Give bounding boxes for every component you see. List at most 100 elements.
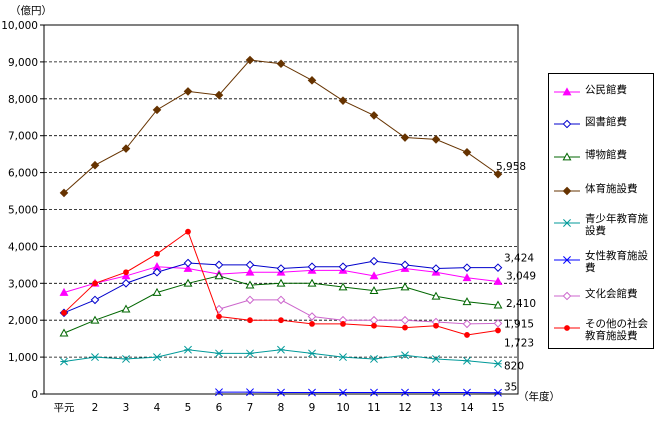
data-point <box>401 388 409 397</box>
end-value-label: 5,958 <box>496 161 526 173</box>
legend-item-taiiku: 体育施設費 <box>553 181 653 205</box>
legend-swatch-kominkan <box>554 87 580 96</box>
data-point <box>214 260 224 270</box>
legend-label: 公民館費 <box>585 84 627 96</box>
data-point <box>495 327 501 334</box>
data-point <box>246 388 254 397</box>
data-point <box>214 90 224 100</box>
y-tick-label: 0 <box>31 389 38 401</box>
data-point <box>369 256 379 266</box>
legend-marker <box>564 325 570 331</box>
legend: 公民館費 図書館費 博物館費 体育施設費 青少年教育施設費 女性教育施設費 文化… <box>548 73 654 349</box>
x-tick-label: 15 <box>491 402 504 414</box>
data-point <box>59 188 69 198</box>
x-tick-label: 8 <box>278 402 285 414</box>
end-value-label: 820 <box>504 361 524 373</box>
legend-item-josei: 女性教育施設費 <box>553 250 653 274</box>
legend-label: 図書館費 <box>585 116 627 128</box>
data-point <box>462 147 472 157</box>
data-point <box>121 278 131 288</box>
data-point <box>183 87 193 96</box>
data-point <box>493 263 503 272</box>
end-value-label: 3,049 <box>506 270 536 282</box>
data-point <box>462 319 472 329</box>
data-point <box>61 309 67 316</box>
data-point <box>400 315 410 325</box>
series-2 <box>59 271 503 337</box>
data-point <box>307 76 317 85</box>
data-point <box>60 357 68 366</box>
data-point <box>183 278 193 287</box>
legend-label: 文化会館費 <box>585 288 638 300</box>
legend-marker <box>562 186 572 196</box>
data-point <box>493 300 503 309</box>
data-point <box>432 354 440 363</box>
data-point <box>464 332 470 338</box>
x-tick-label: 平元 <box>54 402 75 414</box>
data-point <box>92 280 98 287</box>
legend-swatch-bunka <box>554 291 580 301</box>
legend-marker <box>562 291 572 301</box>
legend-marker <box>562 87 572 96</box>
data-point <box>463 388 471 397</box>
y-tick-label: 7,000 <box>8 131 38 143</box>
y-unit-label: （億円） <box>10 4 52 17</box>
data-point <box>431 291 441 300</box>
x-tick-label: 5 <box>185 402 192 414</box>
y-tick-label: 9,000 <box>8 57 38 69</box>
data-point <box>245 260 255 270</box>
legend-item-kominkan: 公民館費 <box>553 82 653 106</box>
data-point <box>278 317 284 324</box>
data-point <box>123 269 129 276</box>
y-tick-label: 4,000 <box>8 241 38 253</box>
x-tick-label: 10 <box>336 402 349 414</box>
data-point <box>121 271 131 280</box>
y-tick-label: 3,000 <box>8 278 38 290</box>
legend-label: 青少年教育施設費 <box>585 213 648 237</box>
data-point <box>152 287 162 296</box>
data-point <box>276 295 286 305</box>
data-point <box>462 297 472 306</box>
data-point <box>307 262 317 272</box>
x-tick-label: 9 <box>309 402 316 414</box>
data-point <box>462 263 472 272</box>
data-point <box>214 271 224 280</box>
y-tick-label: 10,000 <box>1 20 38 32</box>
data-point <box>153 353 161 362</box>
data-point <box>308 388 316 397</box>
data-point <box>277 388 285 397</box>
series-4 <box>60 345 502 368</box>
data-point <box>338 262 348 272</box>
data-point <box>493 319 503 328</box>
data-point <box>121 144 131 153</box>
legend-marker <box>562 152 572 161</box>
data-point <box>216 313 222 320</box>
legend-swatch-seishonen <box>554 219 580 227</box>
data-point <box>90 160 100 170</box>
end-value-label: 3,424 <box>504 253 534 265</box>
data-point <box>463 356 471 365</box>
data-point <box>339 388 347 397</box>
data-point <box>276 59 286 69</box>
data-point <box>122 354 130 363</box>
y-tick-label: 5,000 <box>8 205 38 217</box>
legend-label: その他の社会教育施設費 <box>585 318 648 342</box>
data-point <box>402 324 408 331</box>
end-value-label: 35 <box>504 382 517 394</box>
plot-area: 0 1,000 2,000 3,000 4,000 5,000 6,000 7,000 8,00… <box>1 4 560 414</box>
data-point <box>309 320 315 327</box>
data-point <box>493 169 503 179</box>
data-point <box>338 282 348 291</box>
data-point <box>369 286 379 295</box>
data-point <box>432 388 440 397</box>
data-point <box>307 278 317 287</box>
x-tick-label: 13 <box>429 402 442 414</box>
data-point <box>90 295 100 305</box>
legend-swatch-sonota <box>554 325 580 331</box>
x-tick-label: 3 <box>123 402 130 414</box>
data-point <box>493 276 503 285</box>
data-point <box>183 263 193 272</box>
x-tick-label: 14 <box>460 402 474 414</box>
data-point <box>307 312 317 321</box>
